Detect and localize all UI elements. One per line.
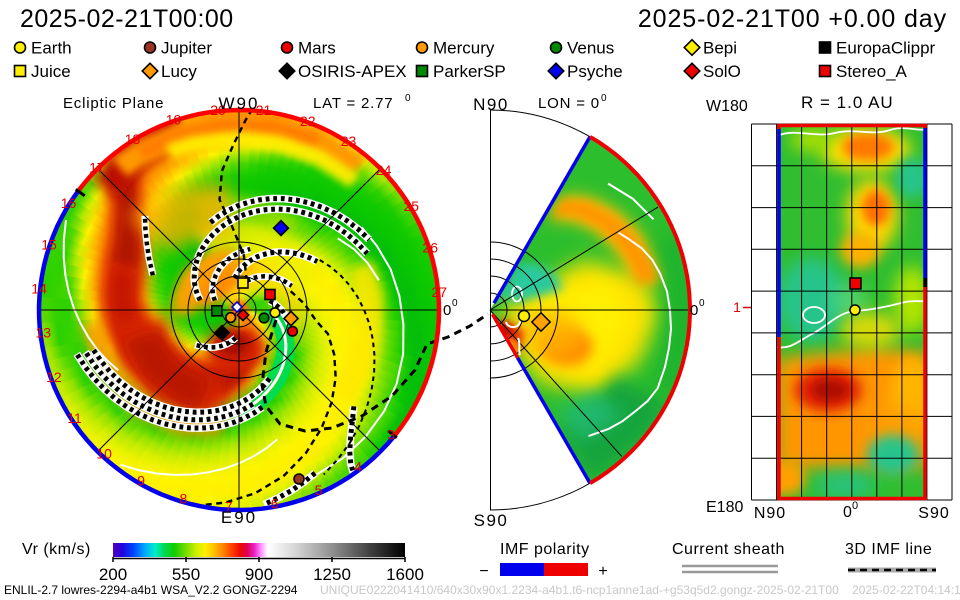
svg-text:3D IMF line: 3D IMF line (845, 541, 932, 558)
svg-text:13: 13 (36, 324, 52, 340)
svg-text:SolO: SolO (703, 62, 741, 81)
svg-text:Lucy: Lucy (161, 62, 197, 81)
svg-text:22: 22 (300, 113, 316, 129)
svg-text:14: 14 (31, 281, 47, 297)
svg-text:26: 26 (422, 240, 438, 256)
svg-text:0: 0 (852, 500, 858, 512)
svg-text:Stereo_A: Stereo_A (836, 62, 908, 81)
svg-text:3: 3 (387, 427, 395, 443)
svg-text:Bepi: Bepi (703, 39, 737, 58)
svg-text:0: 0 (452, 298, 458, 309)
svg-text:25: 25 (404, 198, 420, 214)
svg-text:Current sheath: Current sheath (672, 541, 785, 558)
svg-text:Vr (km/s): Vr (km/s) (22, 541, 91, 558)
svg-text:E180: E180 (706, 499, 743, 516)
svg-text:UNIQUE0222041410/640x30x90x1.2: UNIQUE0222041410/640x30x90x1.2234-a4b1.t… (320, 583, 960, 597)
svg-text:Jupiter: Jupiter (161, 39, 212, 58)
svg-text:E90: E90 (221, 508, 257, 527)
svg-text:27: 27 (431, 284, 447, 300)
svg-text:0: 0 (443, 302, 451, 319)
svg-text:21: 21 (256, 102, 272, 118)
svg-text:N90: N90 (473, 95, 509, 114)
svg-text:11: 11 (67, 410, 82, 426)
svg-text:LON = 0: LON = 0 (538, 95, 600, 112)
svg-text:0: 0 (843, 504, 852, 521)
svg-text:20: 20 (210, 102, 226, 118)
svg-text:Psyche: Psyche (567, 62, 623, 81)
svg-text:Earth: Earth (31, 39, 72, 58)
svg-text:8: 8 (180, 491, 188, 507)
svg-text:Mercury: Mercury (433, 39, 495, 58)
svg-text:S90: S90 (474, 511, 509, 530)
svg-text:IMF polarity: IMF polarity (500, 541, 590, 558)
svg-text:Ecliptic Plane: Ecliptic Plane (63, 95, 164, 112)
svg-text:200: 200 (99, 565, 127, 584)
svg-text:9: 9 (137, 473, 145, 489)
svg-text:6: 6 (271, 496, 279, 512)
svg-text:12: 12 (46, 369, 62, 385)
svg-text:Mars: Mars (298, 39, 336, 58)
svg-text:7: 7 (225, 498, 233, 514)
svg-text:23: 23 (341, 133, 357, 149)
svg-text:2025-02-21T00 +0.00 day: 2025-02-21T00 +0.00 day (638, 5, 947, 33)
svg-text:0: 0 (690, 302, 698, 319)
svg-text:+: + (598, 563, 607, 580)
svg-text:1: 1 (733, 299, 741, 315)
svg-text:W180: W180 (706, 98, 748, 115)
svg-text:0: 0 (601, 93, 607, 104)
svg-text:W90: W90 (219, 94, 260, 113)
svg-text:4: 4 (354, 459, 362, 475)
svg-text:R = 1.0 AU: R = 1.0 AU (801, 93, 894, 112)
svg-text:900: 900 (245, 565, 273, 584)
svg-text:ParkerSP: ParkerSP (433, 62, 506, 81)
svg-text:N90: N90 (754, 505, 786, 522)
svg-text:EuropaClippr: EuropaClippr (836, 39, 936, 58)
svg-text:1600: 1600 (386, 565, 424, 584)
svg-text:Juice: Juice (31, 62, 71, 81)
svg-text:ENLIL-2.7 lowres-2294-a4b1 WSA: ENLIL-2.7 lowres-2294-a4b1 WSA_V2.2 GONG… (4, 583, 298, 597)
svg-text:5: 5 (315, 482, 323, 498)
svg-text:1250: 1250 (313, 565, 351, 584)
svg-text:19: 19 (166, 112, 182, 128)
svg-text:550: 550 (172, 565, 200, 584)
svg-text:−: − (479, 563, 488, 580)
svg-text:Venus: Venus (567, 39, 614, 58)
svg-text:OSIRIS-APEX: OSIRIS-APEX (298, 62, 407, 81)
svg-text:0: 0 (699, 298, 705, 309)
svg-text:LAT = 2.77: LAT = 2.77 (313, 95, 393, 112)
svg-text:18: 18 (125, 131, 141, 147)
svg-text:10: 10 (96, 445, 112, 461)
svg-text:S90: S90 (918, 505, 949, 522)
svg-text:0: 0 (405, 93, 411, 104)
svg-text:17: 17 (89, 160, 105, 176)
svg-text:15: 15 (41, 236, 57, 252)
svg-text:24: 24 (376, 162, 392, 178)
svg-text:2025-02-21T00:00: 2025-02-21T00:00 (20, 5, 234, 33)
svg-text:16: 16 (61, 195, 77, 211)
